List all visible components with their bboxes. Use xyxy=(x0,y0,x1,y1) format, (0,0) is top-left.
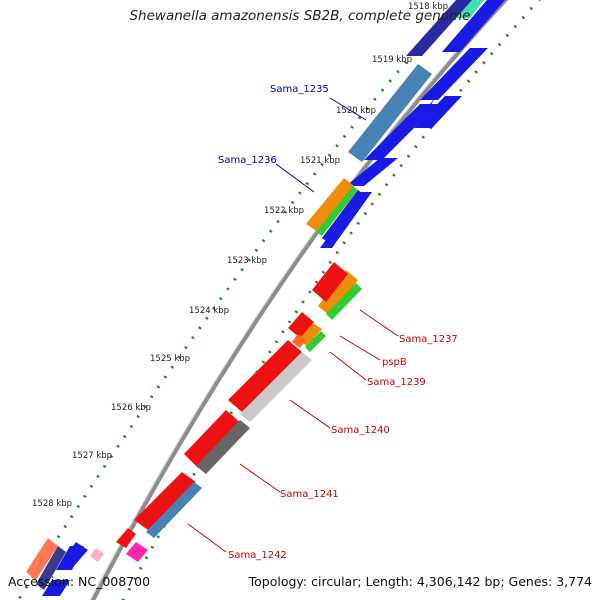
gene-feature[interactable] xyxy=(196,420,250,474)
tick-label-1520: 1520 kbp xyxy=(336,106,376,116)
gene-label-sama-1236[interactable]: Sama_1236 xyxy=(218,155,277,166)
gene-feature[interactable] xyxy=(26,538,58,580)
gene-feature[interactable] xyxy=(42,580,70,596)
gene-feature[interactable] xyxy=(288,312,314,338)
gene-feature[interactable] xyxy=(90,548,104,562)
genome-backbone xyxy=(90,0,509,600)
accession-text: Accession: NC_008700 xyxy=(8,574,151,589)
gene-feature[interactable] xyxy=(64,542,88,566)
gene-feature[interactable] xyxy=(116,528,136,548)
tick-label-1519: 1519 kbp xyxy=(372,55,412,65)
tick-label-1528: 1528 kbp xyxy=(32,499,72,509)
gene-label-pspb[interactable]: pspB xyxy=(382,357,407,368)
gene-label-sama-1242[interactable]: Sama_1242 xyxy=(228,550,287,561)
tick-label-1524: 1524 kbp xyxy=(189,306,229,316)
gene-feature[interactable] xyxy=(414,96,462,128)
tick-label-1527: 1527 kbp xyxy=(72,451,112,461)
gene-feature[interactable] xyxy=(305,331,326,352)
gene-feature[interactable] xyxy=(134,472,196,530)
gene-feature[interactable] xyxy=(312,262,348,302)
forward-strand-genes xyxy=(298,0,505,352)
gene-label-sama-1240[interactable]: Sama_1240 xyxy=(331,425,390,436)
gene-feature[interactable] xyxy=(126,542,148,562)
tick-label-1523: 1523 kbp xyxy=(227,256,267,266)
gene-label-sama-1235[interactable]: Sama_1235 xyxy=(270,84,329,95)
map-title: Shewanella amazonensis SB2B, complete ge… xyxy=(129,8,471,24)
gene-labels: Sama_1235 Sama_1236 Sama_1237 pspB Sama_… xyxy=(218,84,458,561)
reverse-strand-genes xyxy=(26,0,472,596)
gene-feature[interactable] xyxy=(346,158,398,186)
tick-label-1526: 1526 kbp xyxy=(111,403,151,413)
tick-labels: 1518 kbp 1519 kbp 1520 kbp 1521 kbp 1522… xyxy=(32,2,448,509)
tick-label-1525: 1525 kbp xyxy=(150,354,190,364)
gene-label-sama-1237[interactable]: Sama_1237 xyxy=(399,334,458,345)
tick-label-1518: 1518 kbp xyxy=(408,2,448,12)
tick-label-1521: 1521 kbp xyxy=(300,156,340,166)
gene-feature[interactable] xyxy=(146,482,202,538)
gene-label-sama-1241[interactable]: Sama_1241 xyxy=(280,489,339,500)
gene-feature[interactable] xyxy=(228,340,302,412)
tick-label-1522: 1522 kbp xyxy=(264,206,304,216)
gene-feature[interactable] xyxy=(326,283,362,320)
genome-summary-text: Topology: circular; Length: 4,306,142 bp… xyxy=(248,574,592,589)
gene-feature[interactable] xyxy=(316,186,358,236)
gene-feature[interactable] xyxy=(442,0,505,52)
gene-feature[interactable] xyxy=(36,546,66,590)
gene-feature[interactable] xyxy=(406,0,472,56)
gene-feature[interactable] xyxy=(420,48,488,100)
gene-feature[interactable] xyxy=(318,270,358,316)
gene-feature[interactable] xyxy=(292,334,306,348)
gene-feature[interactable] xyxy=(240,352,312,422)
gene-feature[interactable] xyxy=(364,104,438,160)
gene-feature[interactable] xyxy=(184,410,242,468)
gene-label-sama-1239[interactable]: Sama_1239 xyxy=(367,377,426,388)
gene-feature[interactable] xyxy=(322,190,366,244)
gene-feature[interactable] xyxy=(348,64,432,162)
label-leaders xyxy=(187,97,399,553)
gene-feature[interactable] xyxy=(306,178,354,232)
